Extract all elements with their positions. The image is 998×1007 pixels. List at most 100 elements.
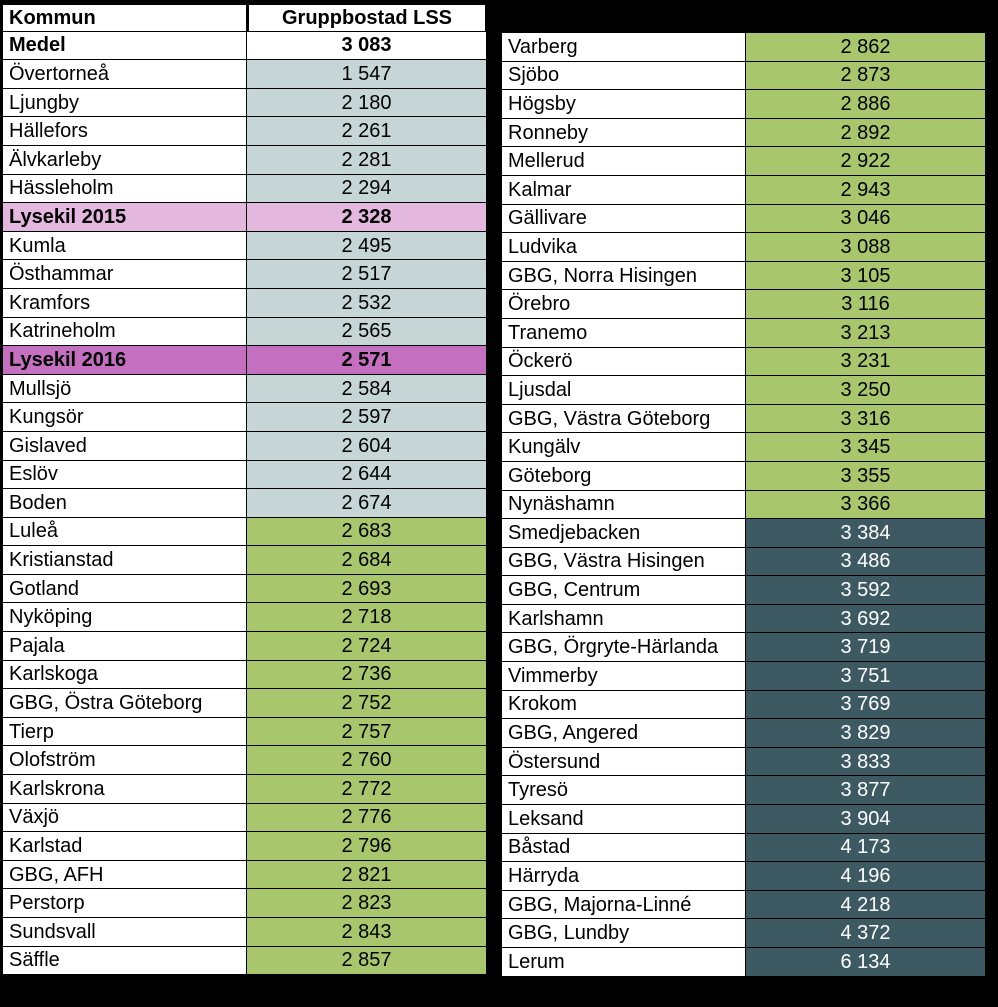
kommun-value: 2 857 xyxy=(247,947,487,975)
kommun-name: Tierp xyxy=(3,718,247,746)
kommun-value: 2 772 xyxy=(247,775,487,803)
kommun-value: 2 684 xyxy=(247,546,487,574)
kommun-name: Varberg xyxy=(502,33,746,61)
kommun-value: 3 231 xyxy=(746,348,986,376)
kommun-value: 2 843 xyxy=(247,918,487,946)
kommun-name: Hällefors xyxy=(3,117,247,145)
table-row: Nynäshamn3 366 xyxy=(502,491,986,520)
table-row: Ljungby2 180 xyxy=(3,89,487,118)
kommun-name: Karlshamn xyxy=(502,605,746,633)
kommun-name: GBG, AFH xyxy=(3,861,247,889)
kommun-name: Gällivare xyxy=(502,205,746,233)
kommun-value: 4 196 xyxy=(746,862,986,890)
table-row: Högsby2 886 xyxy=(502,90,986,119)
kommun-value: 1 547 xyxy=(247,60,487,88)
kommun-name: Öckerö xyxy=(502,348,746,376)
table-row: GBG, AFH2 821 xyxy=(3,861,487,890)
kommun-name: Östersund xyxy=(502,748,746,776)
table-row: GBG, Majorna-Linné4 218 xyxy=(502,891,986,920)
table-row: Hässleholm2 294 xyxy=(3,175,487,204)
kommun-name: GBG, Lundby xyxy=(502,919,746,947)
table-row: Mullsjö2 584 xyxy=(3,375,487,404)
table-row: GBG, Västra Göteborg3 316 xyxy=(502,405,986,434)
table-row: Karlstad2 796 xyxy=(3,832,487,861)
kommun-value: 3 769 xyxy=(746,691,986,719)
kommun-name: GBG, Västra Hisingen xyxy=(502,548,746,576)
kommun-value: 3 829 xyxy=(746,719,986,747)
table-row: GBG, Lundby4 372 xyxy=(502,919,986,948)
kommun-value: 3 719 xyxy=(746,633,986,661)
kommun-value: 2 328 xyxy=(247,203,487,231)
kommun-value: 2 693 xyxy=(247,575,487,603)
kommun-name: Härryda xyxy=(502,862,746,890)
table-row: Pajala2 724 xyxy=(3,632,487,661)
medel-name: Medel xyxy=(3,32,247,60)
table-row: Olofström2 760 xyxy=(3,746,487,775)
table-row: GBG, Örgryte-Härlanda3 719 xyxy=(502,633,986,662)
table-row: Smedjebacken3 384 xyxy=(502,519,986,548)
kommun-value: 2 644 xyxy=(247,461,487,489)
kommun-name: Kramfors xyxy=(3,289,247,317)
table-row: Perstorp2 823 xyxy=(3,889,487,918)
kommun-name: Smedjebacken xyxy=(502,519,746,547)
table-row: Lysekil 20152 328 xyxy=(3,203,487,232)
kommun-value: 3 316 xyxy=(746,405,986,433)
kommun-value: 2 821 xyxy=(247,861,487,889)
kommun-value: 2 604 xyxy=(247,432,487,460)
table-row: GBG, Norra Hisingen3 105 xyxy=(502,262,986,291)
right-column: Varberg2 862Sjöbo2 873Högsby2 886Ronneby… xyxy=(502,3,986,977)
kommun-value: 2 757 xyxy=(247,718,487,746)
table-row: Leksand3 904 xyxy=(502,805,986,834)
kommun-name: Leksand xyxy=(502,805,746,833)
table-row: Älvkarleby2 281 xyxy=(3,146,487,175)
kommun-name: Vimmerby xyxy=(502,662,746,690)
table-row: Lysekil 20162 571 xyxy=(3,346,487,375)
kommun-value: 2 823 xyxy=(247,889,487,917)
kommun-value: 2 796 xyxy=(247,832,487,860)
table-row: Övertorneå1 547 xyxy=(3,60,487,89)
kommun-value: 2 674 xyxy=(247,489,487,517)
kommun-name: Mullsjö xyxy=(3,375,247,403)
table-row: Gotland2 693 xyxy=(3,575,487,604)
kommun-name: Sjöbo xyxy=(502,62,746,90)
kommun-name: Göteborg xyxy=(502,462,746,490)
table-row: Ronneby2 892 xyxy=(502,119,986,148)
table-row: GBG, Västra Hisingen3 486 xyxy=(502,548,986,577)
kommun-value: 2 886 xyxy=(746,90,986,118)
kommun-name: Kungälv xyxy=(502,433,746,461)
kommun-value: 2 565 xyxy=(247,318,487,346)
table-row: Kramfors2 532 xyxy=(3,289,487,318)
kommun-name: Nynäshamn xyxy=(502,491,746,519)
table-row: Karlshamn3 692 xyxy=(502,605,986,634)
kommun-value: 2 597 xyxy=(247,403,487,431)
kommun-name: GBG, Majorna-Linné xyxy=(502,891,746,919)
kommun-name: Perstorp xyxy=(3,889,247,917)
kommun-name: Lysekil 2015 xyxy=(3,203,247,231)
kommun-value: 2 517 xyxy=(247,260,487,288)
kommun-value: 3 592 xyxy=(746,576,986,604)
kommun-name: GBG, Angered xyxy=(502,719,746,747)
kommun-value: 2 752 xyxy=(247,689,487,717)
kommun-name: Boden xyxy=(3,489,247,517)
kommun-name: GBG, Östra Göteborg xyxy=(3,689,247,717)
kommun-name: Ludvika xyxy=(502,233,746,261)
table-row: Kristianstad2 684 xyxy=(3,546,487,575)
left-column: Kommun Gruppbostad LSS Medel 3 083 Övert… xyxy=(3,3,487,977)
kommun-name: Sundsvall xyxy=(3,918,247,946)
kommun-name: Tranemo xyxy=(502,319,746,347)
kommun-name: Katrineholm xyxy=(3,318,247,346)
kommun-name: Örebro xyxy=(502,290,746,318)
medel-value: 3 083 xyxy=(247,32,487,60)
table-row: Nyköping2 718 xyxy=(3,603,487,632)
table-row: Kumla2 495 xyxy=(3,232,487,261)
table-row: Växjö2 776 xyxy=(3,804,487,833)
table-row: Krokom3 769 xyxy=(502,691,986,720)
kommun-value: 3 833 xyxy=(746,748,986,776)
kommun-name: Lerum xyxy=(502,948,746,976)
table-row: Kungälv3 345 xyxy=(502,433,986,462)
kommun-name: GBG, Örgryte-Härlanda xyxy=(502,633,746,661)
kommun-value: 2 683 xyxy=(247,518,487,546)
kommun-name: Karlskoga xyxy=(3,661,247,689)
kommun-name: Karlskrona xyxy=(3,775,247,803)
table-row: Vimmerby3 751 xyxy=(502,662,986,691)
